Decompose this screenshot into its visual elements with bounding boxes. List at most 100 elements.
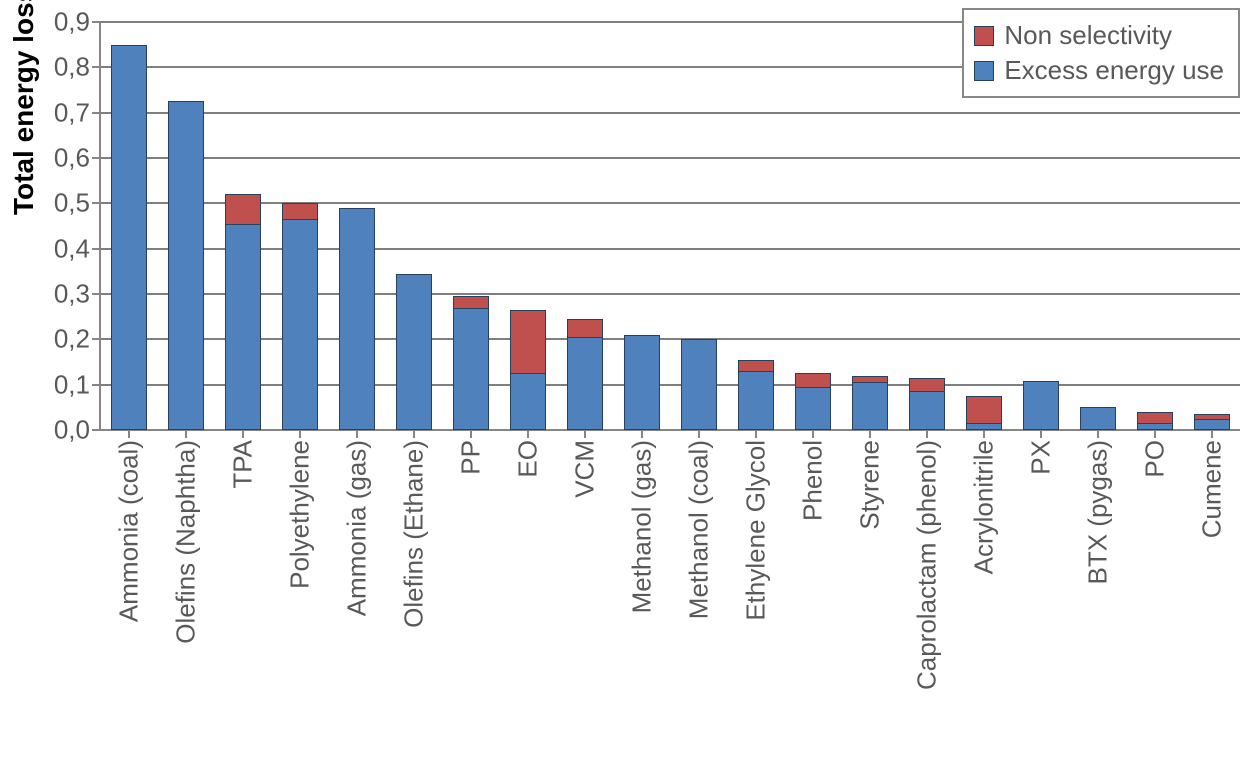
y-tick-label: 0,2	[54, 324, 90, 355]
x-tick-label: PP	[455, 440, 486, 481]
x-tick-label: Polyethylene	[284, 440, 315, 595]
bar-segment-excess-energy	[852, 382, 888, 430]
bar	[624, 335, 660, 430]
x-tick-mark	[755, 430, 757, 438]
bar-segment-excess-energy	[795, 387, 831, 430]
x-tick: PX	[1023, 440, 1059, 760]
x-tick-label: Cumene	[1196, 440, 1227, 544]
energy-loss-chart: Total energy loss [EJ] 0,0 0,1 0,2 0,3 0,4 0,…	[0, 0, 1252, 772]
x-tick: Methanol (coal)	[681, 440, 717, 760]
x-tick-mark	[926, 430, 928, 438]
y-tick-label: 0,9	[54, 7, 90, 38]
bar-segment-excess-energy	[909, 391, 945, 430]
bar-segment-excess-energy	[339, 208, 375, 430]
x-tick-label: TPA	[227, 440, 258, 495]
bar-segment-non-selectivity	[225, 194, 261, 223]
bar-segment-excess-energy	[282, 219, 318, 430]
x-tick: Methanol (gas)	[624, 440, 660, 760]
x-tick-label: Olefins (Ethane)	[398, 440, 429, 634]
y-tick-label: 0,7	[54, 97, 90, 128]
bar-segment-excess-energy	[1080, 407, 1116, 430]
bar-segment-non-selectivity	[453, 296, 489, 307]
y-tick-label: 0,8	[54, 52, 90, 83]
x-tick: Styrene	[852, 440, 888, 760]
bar	[1137, 412, 1173, 430]
x-tick-mark	[185, 430, 187, 438]
legend-swatch	[974, 26, 994, 46]
bar	[339, 208, 375, 430]
x-tick: Ammonia (gas)	[339, 440, 375, 760]
bar-segment-excess-energy	[624, 335, 660, 430]
bar-segment-excess-energy	[510, 373, 546, 430]
x-tick-label: Phenol	[797, 440, 828, 527]
x-tick-mark	[983, 430, 985, 438]
x-tick-mark	[242, 430, 244, 438]
bar-segment-excess-energy	[453, 308, 489, 430]
legend-item: Non selectivity	[974, 20, 1224, 51]
legend-label: Excess energy use	[1004, 55, 1224, 86]
x-tick-mark	[299, 430, 301, 438]
legend-item: Excess energy use	[974, 55, 1224, 86]
bar	[1194, 414, 1230, 430]
x-tick-mark	[356, 430, 358, 438]
bar-segment-excess-energy	[567, 337, 603, 430]
bar	[909, 378, 945, 430]
legend: Non selectivity Excess energy use	[962, 8, 1240, 98]
x-tick-mark	[1211, 430, 1213, 438]
x-tick: TPA	[225, 440, 261, 760]
bar	[1023, 381, 1059, 430]
bar-segment-excess-energy	[1023, 381, 1059, 430]
x-tick-mark	[1040, 430, 1042, 438]
x-tick-mark	[869, 430, 871, 438]
bar-segment-non-selectivity	[1137, 412, 1173, 423]
x-tick: Phenol	[795, 440, 831, 760]
y-tick-label: 0,1	[54, 369, 90, 400]
x-tick: Olefins (Ethane)	[396, 440, 432, 760]
bar	[681, 339, 717, 430]
bar-segment-excess-energy	[738, 371, 774, 430]
y-axis-title: Total energy loss [EJ]	[8, 0, 40, 215]
x-tick: PP	[453, 440, 489, 760]
x-tick-mark	[698, 430, 700, 438]
bar-segment-excess-energy	[966, 423, 1002, 430]
bar	[567, 319, 603, 430]
x-tick-mark	[527, 430, 529, 438]
bar-segment-non-selectivity	[567, 319, 603, 337]
x-tick: Ethylene Glycol	[738, 440, 774, 760]
x-tick-label: Olefins (Naphtha)	[170, 440, 201, 650]
y-tick-label: 0,4	[54, 233, 90, 264]
bar-segment-excess-energy	[1137, 423, 1173, 430]
x-tick-label: Methanol (gas)	[626, 440, 657, 619]
x-tick-label: Ammonia (gas)	[341, 440, 372, 622]
x-tick-label: Methanol (coal)	[683, 440, 714, 625]
x-tick: Olefins (Naphtha)	[168, 440, 204, 760]
x-tick-label: EO	[512, 440, 543, 484]
bar	[396, 274, 432, 430]
x-tick-mark	[641, 430, 643, 438]
bar-segment-excess-energy	[681, 339, 717, 430]
legend-label: Non selectivity	[1004, 20, 1172, 51]
y-tick-label: 0,5	[54, 188, 90, 219]
x-tick: VCM	[567, 440, 603, 760]
x-tick-label: BTX (pygas)	[1082, 440, 1113, 591]
x-tick: Acrylonitrile	[966, 440, 1002, 760]
bar-segment-non-selectivity	[795, 373, 831, 387]
y-tick-label: 0,6	[54, 143, 90, 174]
x-tick-mark	[812, 430, 814, 438]
bar	[111, 45, 147, 430]
x-tick: PO	[1137, 440, 1173, 760]
y-tick-label: 0,3	[54, 279, 90, 310]
y-tick-label: 0,0	[54, 415, 90, 446]
x-tick: EO	[510, 440, 546, 760]
x-tick-mark	[470, 430, 472, 438]
x-tick: Ammonia (coal)	[111, 440, 147, 760]
bar	[225, 194, 261, 430]
x-tick-mark	[1154, 430, 1156, 438]
x-tick-label: PX	[1025, 440, 1056, 481]
legend-swatch	[974, 61, 994, 81]
bar	[966, 396, 1002, 430]
bar	[1080, 407, 1116, 430]
x-tick-label: Ammonia (coal)	[113, 440, 144, 628]
bar-segment-non-selectivity	[738, 360, 774, 371]
x-axis-labels: Ammonia (coal) Olefins (Naphtha) TPA Polyet…	[100, 440, 1240, 760]
